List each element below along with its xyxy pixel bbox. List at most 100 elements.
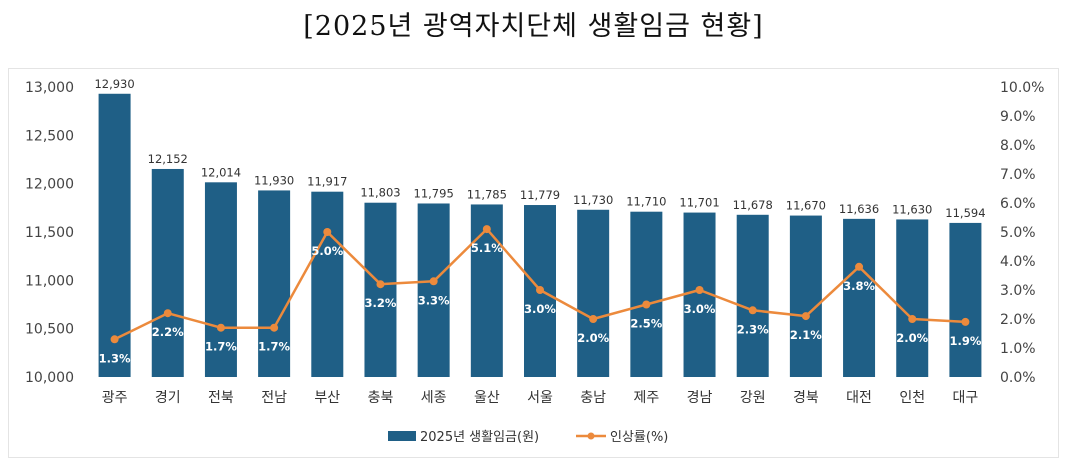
rate-point	[801, 312, 810, 321]
rate-value-label: 3.0%	[684, 302, 716, 316]
bar	[151, 168, 184, 377]
bar	[364, 202, 397, 377]
rate-value-label: 1.7%	[205, 340, 237, 354]
rate-value-label: 2.3%	[737, 322, 769, 336]
bar-value-label: 12,152	[148, 152, 188, 166]
legend-line-label: 인상률(%)	[610, 430, 668, 445]
rate-point	[748, 306, 757, 315]
bar	[630, 211, 663, 377]
category-labels: 광주 경기 전북 전남 부산 충북 세종 울산 서울 충남 제주 경남 강원 경북 대전 인천 대구	[102, 390, 979, 406]
bar	[98, 93, 131, 378]
rate-point	[270, 323, 279, 332]
bar	[417, 203, 450, 377]
rate-point	[110, 335, 119, 344]
category-label: 제주	[633, 390, 659, 406]
right-axis-tick-label: 3.0%	[1000, 283, 1036, 299]
category-label: 경남	[687, 390, 713, 406]
bar-value-label: 11,779	[520, 188, 560, 202]
bar-value-label: 12,014	[201, 165, 241, 179]
bar	[949, 222, 982, 377]
left-axis-tick-label: 11,500	[25, 225, 74, 241]
category-label: 세종	[421, 390, 447, 406]
bar-value-label: 11,917	[307, 175, 347, 189]
right-axis-tick-label: 0.0%	[1000, 370, 1036, 386]
rate-point	[589, 315, 598, 323]
right-axis-tick-label: 9.0%	[1000, 109, 1036, 125]
legend-bar-label: 2025년 생활임금(원)	[420, 430, 539, 445]
line-series	[110, 225, 970, 344]
category-label: 경북	[793, 390, 819, 406]
right-axis-tick-label: 8.0%	[1000, 138, 1036, 154]
category-label: 경기	[155, 390, 181, 406]
category-label: 전북	[208, 390, 234, 406]
bar	[843, 218, 876, 377]
category-label: 전남	[261, 390, 287, 406]
rate-value-label: 5.0%	[311, 244, 343, 258]
category-label: 대전	[846, 390, 872, 406]
rate-point	[323, 228, 332, 236]
category-label: 서울	[527, 390, 553, 406]
bar	[258, 190, 291, 377]
bar-value-label: 11,670	[786, 199, 826, 213]
left-axis-tick-label: 11,000	[25, 273, 74, 289]
rate-value-label: 2.2%	[152, 325, 184, 339]
rate-value-label: 2.0%	[577, 331, 609, 345]
rate-value-label: 2.0%	[896, 331, 928, 345]
rate-value-label: 1.9%	[949, 334, 981, 348]
bar	[311, 191, 344, 377]
bar-value-label: 12,930	[94, 77, 134, 91]
chart-title: [2025년 광역자치단체 생활임금 현황]	[303, 11, 764, 42]
bar-labels: 12,930 12,152 12,014 11,930 11,917 11,803 11,7…	[94, 77, 985, 220]
rate-point	[961, 317, 970, 326]
right-axis-tick-label: 4.0%	[1000, 254, 1036, 270]
bar-value-label: 11,594	[945, 206, 985, 220]
rate-value-label: 1.3%	[99, 351, 131, 365]
bar-value-label: 11,678	[733, 198, 773, 212]
right-axis-tick-label: 10.0%	[1000, 80, 1044, 96]
rate-point	[482, 225, 491, 234]
category-label: 광주	[102, 390, 128, 406]
category-label: 충남	[580, 390, 606, 406]
category-label: 강원	[740, 390, 766, 406]
rate-value-label: 2.5%	[630, 317, 662, 331]
rate-value-label: 3.0%	[524, 302, 556, 316]
left-axis-tick-label: 12,000	[25, 177, 74, 193]
bar-value-label: 11,630	[892, 202, 932, 216]
bar	[204, 182, 237, 377]
rate-point	[429, 277, 438, 286]
left-axis-tick-label: 13,000	[25, 80, 74, 96]
right-axis-tick-label: 1.0%	[1000, 341, 1036, 357]
left-axis-tick-label: 10,000	[25, 370, 74, 386]
category-label: 인천	[899, 390, 925, 406]
category-label: 충북	[368, 390, 394, 406]
right-axis-tick-label: 6.0%	[1000, 196, 1036, 212]
rate-labels: 1.3% 2.2% 1.7% 1.7% 5.0% 3.2% 3.3% 5.1% 3.0% 2.0%…	[99, 241, 982, 365]
right-axis-tick-label: 2.0%	[1000, 312, 1036, 328]
rate-point	[163, 309, 172, 318]
bar-series	[98, 93, 982, 378]
right-axis-tick-label: 7.0%	[1000, 167, 1036, 183]
rate-point	[642, 300, 651, 309]
rate-value-label: 3.3%	[418, 293, 450, 307]
rate-point	[216, 323, 225, 332]
rate-point	[908, 315, 917, 323]
bar	[470, 204, 503, 377]
rate-point	[855, 262, 864, 271]
bar-value-label: 11,795	[414, 186, 454, 200]
right-axis: 0.0% 1.0% 2.0% 3.0% 4.0% 5.0% 6.0% 7.0% 8.0% 9.0%…	[1000, 80, 1044, 386]
rate-point	[695, 286, 704, 294]
bar	[896, 219, 929, 377]
category-label: 부산	[314, 390, 340, 406]
bar-value-label: 11,636	[839, 202, 879, 216]
rate-value-label: 3.8%	[843, 279, 875, 293]
rate-value-label: 1.7%	[258, 340, 290, 354]
category-label: 대구	[953, 390, 979, 406]
legend-bar-swatch	[388, 431, 416, 441]
bar-value-label: 11,730	[573, 193, 613, 207]
rate-point	[376, 280, 385, 289]
category-label: 울산	[474, 390, 500, 406]
bar-value-label: 11,785	[467, 187, 507, 201]
bar-value-label: 11,710	[626, 195, 666, 209]
legend: 2025년 생활임금(원) 인상률(%)	[388, 430, 668, 445]
